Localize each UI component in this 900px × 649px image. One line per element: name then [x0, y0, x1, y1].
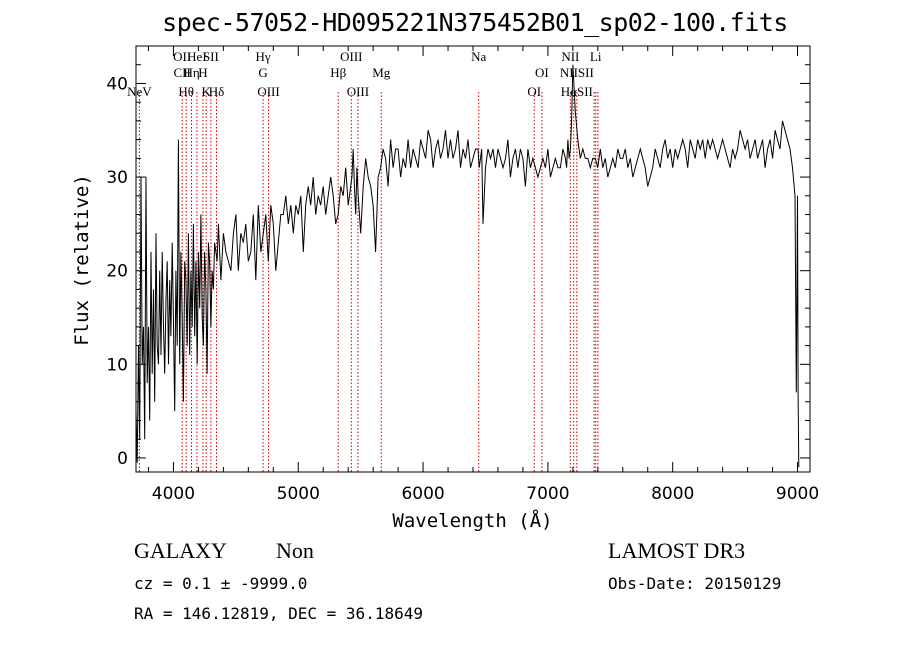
- annotation-h-beta: Hβ: [330, 65, 346, 80]
- y-axis-label: Flux (relative): [71, 174, 93, 346]
- obs-date-text: Obs-Date: 20150129: [608, 574, 782, 593]
- plot-frame: [135, 45, 811, 473]
- y-tick-label-20: 20: [106, 262, 128, 282]
- annotation-h-eta: Hη: [183, 65, 199, 80]
- survey-label: LAMOST DR3: [608, 538, 746, 563]
- x-tick-label-9000: 9000: [776, 484, 819, 504]
- x-axis-label: Wavelength (Å): [392, 510, 553, 532]
- annotation-oiii-5007: OIII: [347, 84, 369, 99]
- spectrum-line: [135, 64, 800, 468]
- annotation-g: G: [258, 65, 267, 80]
- annotation-nii-6583: NIISII: [560, 65, 594, 80]
- y-tick-label-40: 40: [106, 74, 128, 94]
- x-tick-label-5000: 5000: [277, 484, 320, 504]
- annotation-h-delta: Hδ: [209, 84, 225, 99]
- annotation-k: K: [201, 84, 211, 99]
- axis-ticks: 4000 5000 6000 7000 8000 9000 0 10 20 30 40: [106, 46, 819, 504]
- annotation-h-theta: Hθ: [178, 84, 194, 99]
- x-tick-label-7000: 7000: [526, 484, 569, 504]
- annotation-oiii-top: OIII: [340, 49, 362, 64]
- annotation-na: Na: [471, 49, 486, 64]
- x-tick-label-8000: 8000: [651, 484, 694, 504]
- object-subclass: Non: [276, 538, 314, 563]
- x-tick-label-4000: 4000: [152, 484, 195, 504]
- annotation-mg: Mg: [372, 65, 391, 80]
- x-tick-label-6000: 6000: [401, 484, 444, 504]
- y-tick-label-30: 30: [106, 168, 128, 188]
- annotation-h-alpha-sii: HαSII: [561, 84, 593, 99]
- y-tick-label-10: 10: [106, 355, 128, 375]
- annotation-sii-4300: SII: [203, 49, 219, 64]
- annotation-ci: CII: [174, 65, 191, 80]
- annotation-oi-6363: OI: [527, 84, 541, 99]
- radec-text: RA = 146.12819, DEC = 36.18649: [134, 604, 423, 623]
- annotation-oiii-4363: OIII: [257, 84, 279, 99]
- chart-title: spec-57052-HD095221N375452B01_sp02-100.f…: [162, 8, 788, 37]
- object-class: GALAXY: [134, 538, 227, 563]
- y-tick-label-0: 0: [117, 449, 128, 469]
- annotation-hei: HeI: [187, 49, 207, 64]
- annotation-nii-6548: NII: [561, 49, 579, 64]
- annotation-h-k: H: [198, 65, 207, 80]
- annotation-neiv: NeV: [127, 84, 152, 99]
- redshift-text: cz = 0.1 ± -9999.0: [134, 574, 308, 593]
- annotation-oi-6300: OI: [535, 65, 549, 80]
- annotation-oii: OII: [173, 49, 191, 64]
- annotation-li: Li: [590, 49, 602, 64]
- annotation-h-gamma: Hγ: [255, 49, 270, 64]
